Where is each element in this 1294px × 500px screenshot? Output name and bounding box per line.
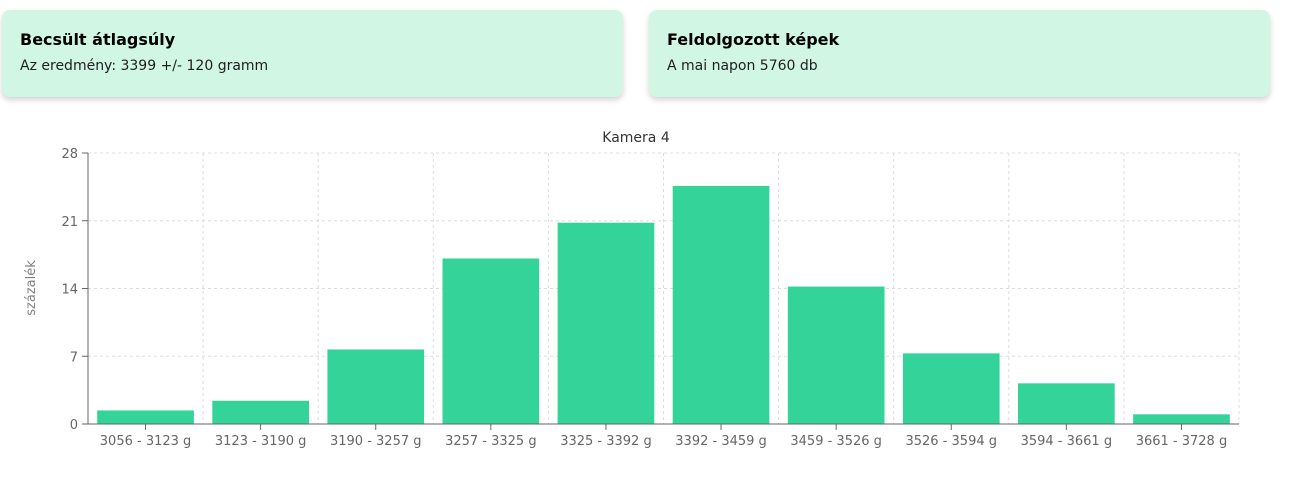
y-tick-label: 0 (70, 418, 78, 433)
bar (442, 258, 540, 424)
x-tick-label: 3661 - 3728 g (1136, 434, 1228, 449)
bar (1133, 414, 1230, 424)
y-axis-label: százalék (24, 260, 39, 316)
y-tick-label: 21 (61, 215, 78, 230)
processed-images-title: Feldolgozott képek (667, 30, 840, 49)
avg-weight-card: Becsült átlagsúly Az eredmény: 3399 +/- … (2, 10, 623, 97)
avg-weight-title: Becsült átlagsúly (20, 30, 176, 49)
bar (212, 400, 309, 424)
x-tick-label: 3392 - 3459 g (675, 434, 767, 449)
chart-title: Kamera 4 (602, 130, 670, 146)
histogram-chart: Kamera 4 százalék 0 7 14 21 28 3056 - 3123 g 3… (24, 130, 1240, 449)
processed-images-card: Feldolgozott képek A mai napon 5760 db (649, 10, 1270, 97)
avg-weight-text: Az eredmény: 3399 +/- 120 gramm (20, 58, 269, 74)
x-tick-label: 3190 - 3257 g (330, 434, 422, 449)
axes: 0 7 14 21 28 3056 - 3123 g 3123 - 3190 g 3190 -… (61, 147, 1239, 449)
x-tick-label: 3123 - 3190 g (215, 434, 307, 449)
x-tick-label: 3056 - 3123 g (100, 434, 192, 449)
x-tick-label: 3459 - 3526 g (790, 434, 882, 449)
bar (327, 349, 425, 424)
bars (97, 185, 1230, 424)
y-tick-label: 14 (61, 283, 78, 298)
x-tick-label: 3257 - 3325 g (445, 434, 537, 449)
processed-images-text: A mai napon 5760 db (667, 58, 818, 74)
bar (557, 222, 655, 424)
bar (672, 185, 770, 424)
x-tick-label: 3325 - 3392 g (560, 434, 652, 449)
x-tick-label: 3594 - 3661 g (1021, 434, 1113, 449)
bar (97, 410, 194, 424)
y-tick-label: 28 (61, 147, 78, 162)
x-tick-label: 3526 - 3594 g (905, 434, 997, 449)
y-tick-label: 7 (70, 350, 78, 365)
bar (902, 353, 1000, 424)
bar (1018, 383, 1115, 424)
bar (787, 286, 885, 424)
